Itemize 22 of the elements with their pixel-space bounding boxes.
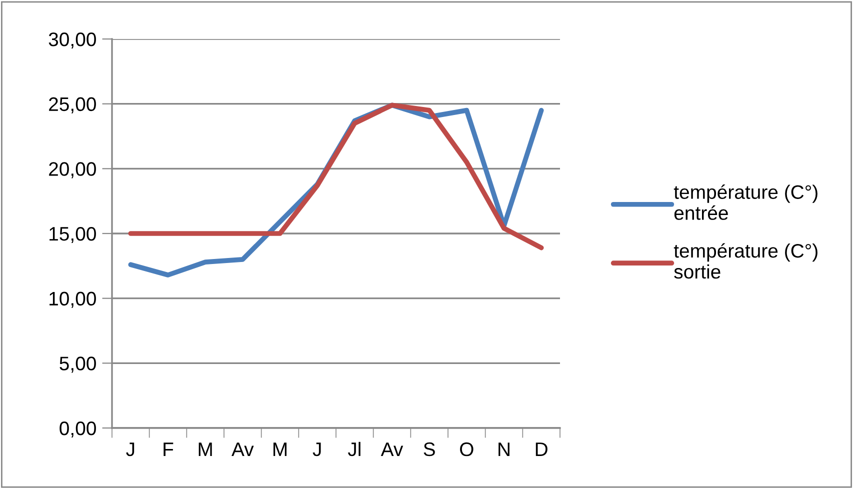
x-tick-label: Av: [232, 442, 254, 456]
y-tick-label: 15,00: [50, 226, 96, 244]
y-tick-label: 0,00: [60, 421, 96, 438]
x-tick-label: N: [498, 442, 510, 456]
y-tick-label: 10,00: [50, 292, 96, 308]
line-series: [128, 102, 544, 250]
y-tick-label: 30,00: [48, 32, 96, 49]
x-tick-label: J: [312, 442, 321, 456]
y-tick-label: 5,00: [60, 356, 96, 373]
x-tick-label: D: [536, 442, 548, 456]
y-tick-label: 25,00: [49, 97, 96, 114]
x-tick-label: Av: [380, 442, 404, 456]
x-tick-label: O: [460, 442, 474, 456]
x-tick-label: Jl: [348, 442, 360, 456]
x-tick-label: F: [164, 442, 174, 456]
y-tick-label: 20,00: [49, 162, 96, 178]
x-tick-label: J: [126, 442, 134, 456]
x-tick-label: M: [273, 442, 287, 456]
legend-label: température (C°) sortie: [674, 243, 818, 279]
x-tick-label: S: [424, 442, 435, 456]
legend-label: température (C°) entrée: [674, 184, 818, 220]
x-tick-label: M: [198, 442, 212, 456]
